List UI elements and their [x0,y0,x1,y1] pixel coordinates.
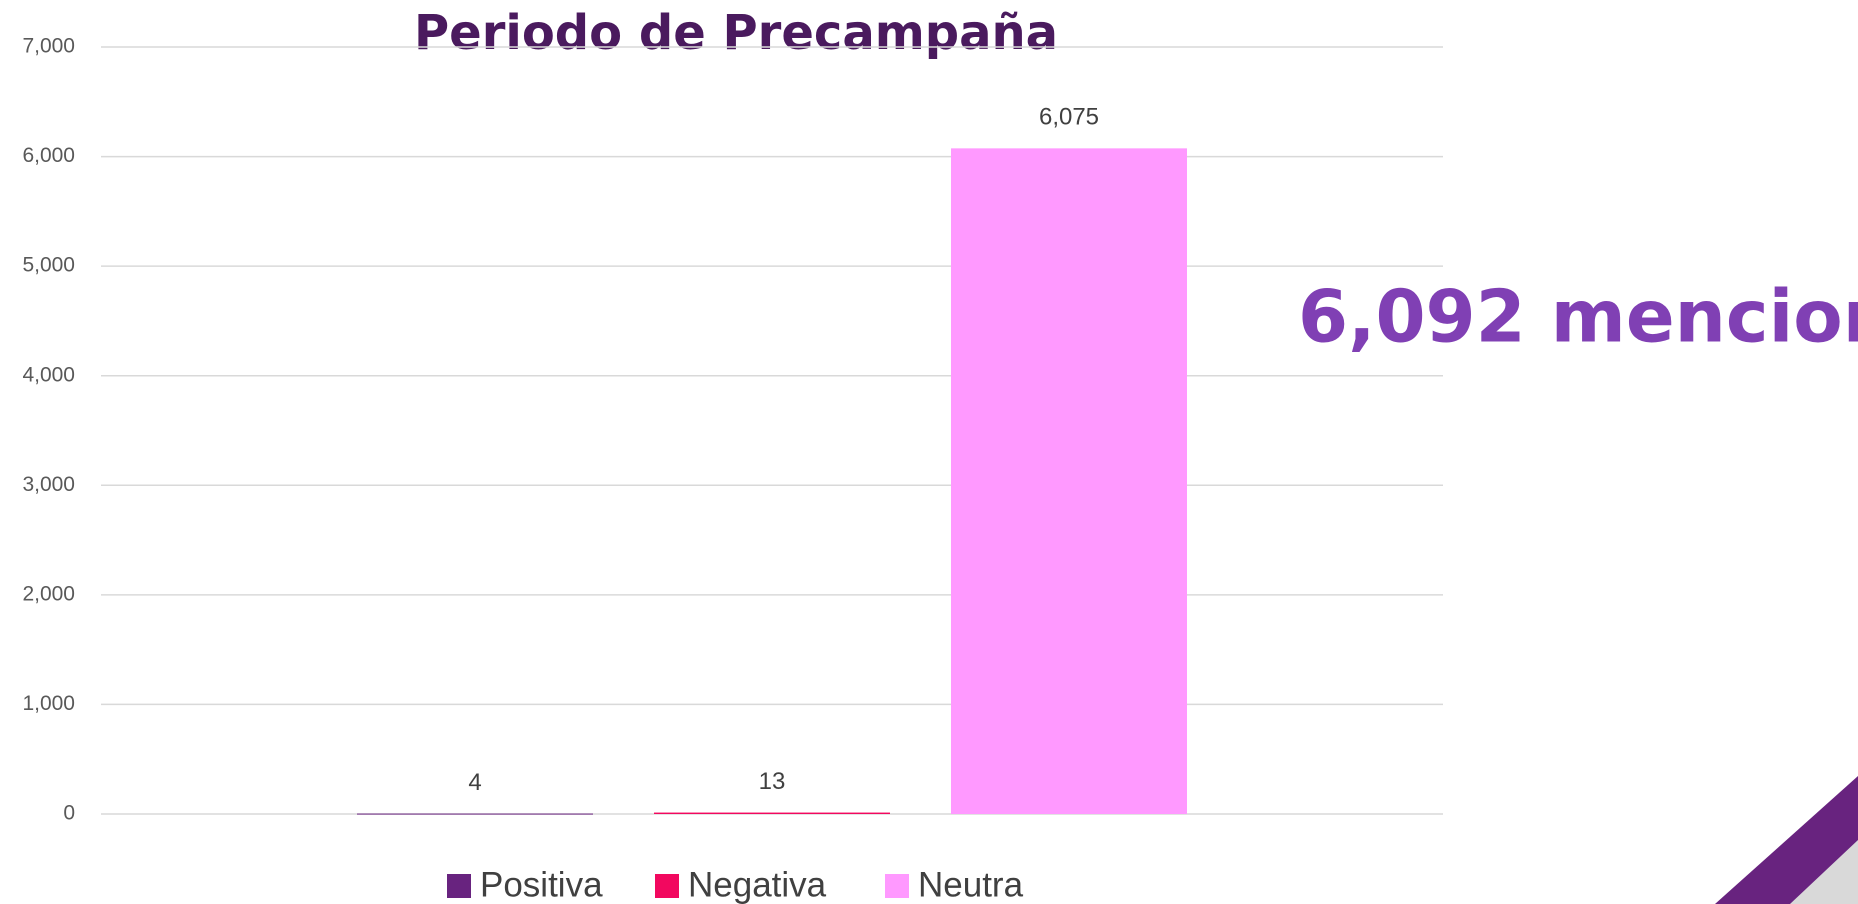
y-tick-label: 7,000 [22,35,75,58]
chart-title: Periodo de Precampaña [414,5,1058,61]
data-label: 13 [759,768,786,795]
y-tick-label: 0 [63,802,75,825]
legend-swatch [885,874,909,898]
y-tick-label: 5,000 [22,254,75,277]
y-tick-label: 3,000 [22,473,75,496]
data-label: 6,075 [1039,104,1099,131]
legend-label: Positiva [480,865,603,904]
legend-label: Neutra [918,865,1024,904]
annotation: 6,092 menciones [1298,275,1858,359]
y-tick-label: 2,000 [22,582,75,605]
legend-swatch [447,874,471,898]
y-tick-label: 4,000 [22,363,75,386]
y-tick-label: 6,000 [22,144,75,167]
legend-swatch [655,874,679,898]
bar [357,813,593,815]
data-label: 4 [468,769,481,796]
legend-label: Negativa [688,865,827,904]
bar [951,148,1187,814]
decoration [1715,776,1858,904]
y-tick-label: 1,000 [22,692,75,715]
bar [654,812,890,814]
